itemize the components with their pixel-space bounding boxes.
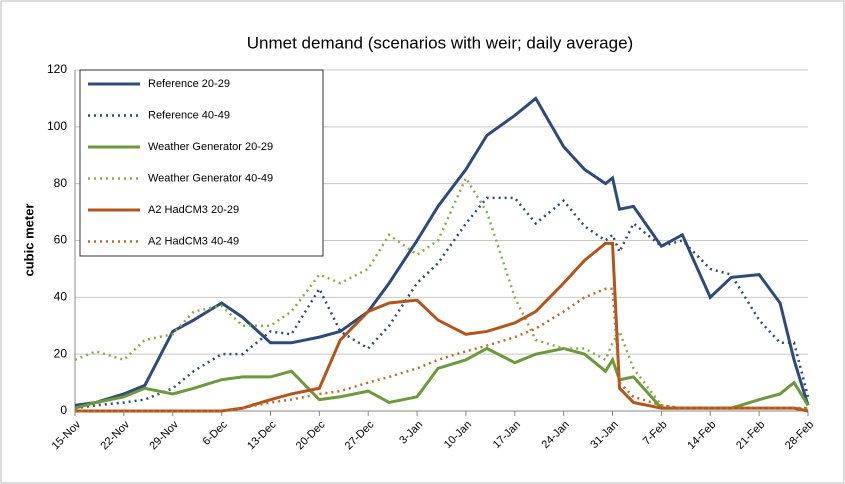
y-tick-label: 80 xyxy=(54,176,68,190)
y-tick-label: 20 xyxy=(54,346,68,360)
series-line xyxy=(74,96,810,407)
legend-label: A2 HadCM3 20-29 xyxy=(148,204,239,216)
legend-label: Reference 40-49 xyxy=(148,109,230,121)
y-tick-label: 40 xyxy=(54,290,68,304)
y-axis-label: cubic meter xyxy=(21,204,36,277)
legend-label: A2 HadCM3 40-49 xyxy=(148,235,239,247)
y-tick-label: 0 xyxy=(60,403,67,417)
legend-label: Reference 20-29 xyxy=(148,78,230,90)
legend-box xyxy=(79,69,324,257)
y-tick-label: 120 xyxy=(47,62,67,76)
legend-label: Weather Generator 40-49 xyxy=(148,172,273,184)
legend-label: Weather Generator 20-29 xyxy=(148,141,273,153)
series-line xyxy=(75,287,808,413)
series-line xyxy=(74,196,810,410)
y-tick-label: 100 xyxy=(47,119,67,133)
y-tick-label: 60 xyxy=(54,233,68,247)
chart-title: Unmet demand (scenarios with weir; daily… xyxy=(247,33,633,52)
